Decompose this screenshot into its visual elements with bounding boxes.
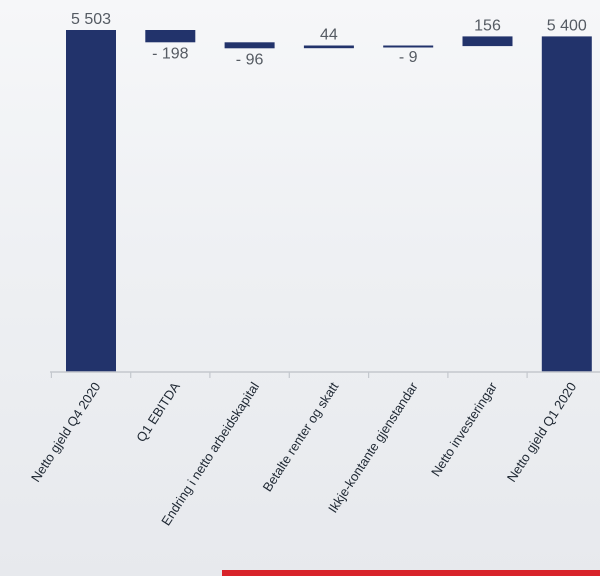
bar-2	[145, 30, 196, 43]
value-label-7: 5 400	[547, 17, 587, 34]
value-labels-group: 5 503 - 198 - 96 44 - 9 156 5 400	[71, 11, 587, 68]
bar-5	[383, 45, 434, 48]
category-label-5: Ikkje-kontante gjenstandar	[325, 379, 421, 516]
value-label-3: - 96	[236, 51, 264, 68]
value-label-2: - 198	[152, 45, 189, 62]
bar-3	[224, 42, 275, 49]
value-label-1: 5 503	[71, 11, 111, 28]
accent-strip	[222, 570, 600, 576]
category-label-3: Endring i netto arbeidskapital	[158, 379, 262, 528]
category-label-2: Q1 EBITDA	[133, 379, 183, 444]
value-label-5: - 9	[399, 49, 418, 66]
bar-4	[303, 45, 354, 49]
bar-1	[66, 30, 116, 372]
category-label-7: Netto gjeld Q1 2020	[504, 379, 580, 484]
bars-group	[66, 30, 592, 373]
category-label-4: Betalte renter og skatt	[260, 379, 342, 494]
bar-7	[541, 36, 592, 373]
value-label-6: 156	[474, 17, 501, 34]
value-label-4: 44	[320, 27, 338, 44]
category-label-1: Netto gjeld Q4 2020	[28, 379, 104, 484]
bar-6	[462, 36, 513, 47]
x-axis	[50, 371, 600, 378]
category-label-6: Netto investeringar	[428, 379, 500, 479]
